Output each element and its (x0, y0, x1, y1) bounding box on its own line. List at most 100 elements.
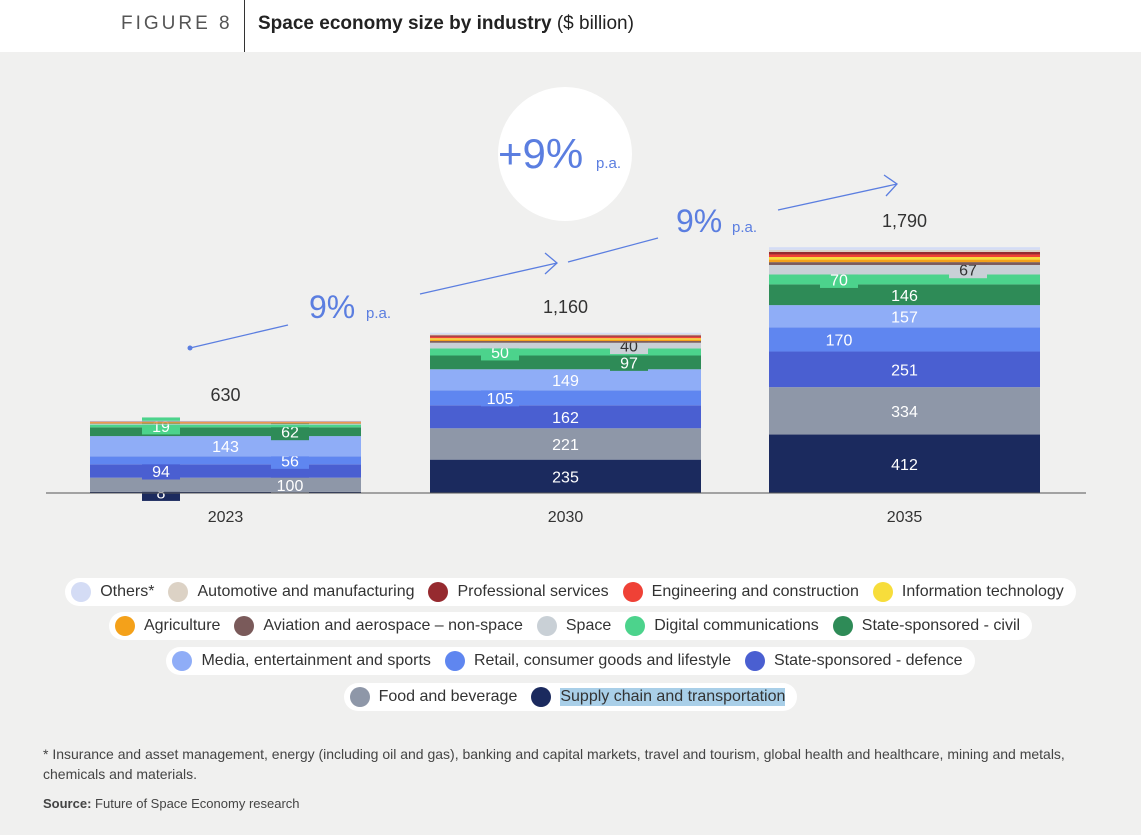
legend-swatch-automotive (168, 582, 189, 602)
bar-segment-agriculture-2030 (430, 339, 701, 342)
legend-row-4: Food and beverage Supply chain and transp… (0, 683, 1141, 711)
bar-segment-professional-2030 (430, 335, 701, 337)
legend-label-supply_chain: Supply chain and transportation (560, 688, 786, 706)
value-badge-civil-2030 (610, 353, 648, 371)
bar-segment-retail-2023 (90, 456, 361, 465)
legend-swatch-defence (744, 651, 765, 671)
legend-item-supply_chain: Supply chain and transportation (531, 687, 786, 707)
bar-segment-others-2035 (769, 247, 1040, 250)
legend-box: Food and beverage Supply chain and transp… (343, 683, 798, 711)
growth-badge-suffix: p.a. (596, 155, 621, 172)
bar-segment-others-2023 (90, 420, 361, 422)
source-line: Source: Future of Space Economy research (43, 796, 300, 811)
bar-segment-media-2023 (90, 436, 361, 457)
source-label: Source: (43, 796, 92, 811)
data-label-civil-2023: 62 (281, 425, 299, 442)
data-label-supply_chain-2030: 235 (552, 469, 579, 486)
bar-segment-civil-2035 (769, 284, 1040, 306)
legend-swatch-professional (428, 582, 449, 602)
legend-label-others: Others* (100, 583, 155, 600)
data-label-food-2035: 334 (891, 404, 918, 421)
growth-arrow-1a (189, 324, 289, 349)
data-label-defence-2035: 251 (891, 362, 918, 379)
legend-label-retail: Retail, consumer goods and lifestyle (473, 652, 731, 669)
data-label-supply_chain-2023: 8 (157, 485, 166, 502)
growth-label-2-suffix: p.a. (732, 219, 757, 236)
legend-box: Agriculture Aviation and aerospace – non-… (108, 612, 1033, 640)
value-badge-digital-2035 (820, 270, 858, 288)
legend-label-aviation: Aviation and aerospace – non-space (263, 617, 523, 634)
bars-group: 8 100945614362196302023235221162105149975… (90, 211, 1040, 526)
data-label-space-2035: 67 (959, 263, 977, 280)
bar-segment-engineering-2030 (430, 336, 701, 339)
bar-segment-defence-2023 (90, 464, 361, 478)
value-badge-food-2023 (271, 476, 309, 494)
legend-item-defence: State-sponsored - defence (744, 651, 963, 671)
data-label-retail-2030: 105 (487, 391, 514, 408)
legend-swatch-it (872, 582, 893, 602)
value-badge-space-2035 (949, 261, 987, 279)
legend-box: Media, entertainment and sports Retail, c… (166, 647, 975, 675)
legend-swatch-others (71, 582, 92, 602)
growth-label-1-suffix: p.a. (366, 305, 391, 322)
legend-label-digital: Digital communications (654, 617, 819, 634)
growth-label-1-value: 9% (309, 289, 355, 325)
legend-item-space: Space (536, 616, 611, 636)
legend-swatch-civil (832, 616, 853, 636)
growth-badge-value: +9% (498, 130, 583, 177)
bar-segment-food-2030 (430, 428, 701, 460)
footnote: * Insurance and asset management, energy… (43, 746, 1065, 782)
value-badge-retail-2030 (481, 389, 519, 407)
growth-arrow-2a (567, 237, 659, 263)
bar-segment-others-2030 (430, 332, 701, 335)
bar-segment-automotive-2035 (769, 249, 1040, 252)
legend-swatch-aviation (234, 616, 255, 636)
bar-segment-digital-2023 (90, 424, 361, 428)
legend-row-3: Media, entertainment and sports Retail, c… (0, 647, 1141, 675)
data-label-defence-2023: 94 (152, 464, 170, 481)
total-label-2023: 630 (210, 385, 240, 405)
total-label-2035: 1,790 (882, 211, 927, 231)
legend-item-media: Media, entertainment and sports (172, 651, 431, 671)
legend-label-agriculture: Agriculture (143, 617, 221, 634)
source-text: Future of Space Economy research (95, 796, 300, 811)
bar-segment-aviation-2035 (769, 262, 1040, 265)
growth-arrow-1b (419, 262, 558, 295)
category-label-2030: 2030 (548, 509, 584, 526)
growth-arrow-1-head (544, 252, 558, 275)
legend-swatch-space (536, 616, 557, 636)
bar-segment-digital-2035 (769, 274, 1040, 285)
legend-box: Others* Automotive and manufacturing Profe… (65, 578, 1076, 606)
data-label-media-2035: 157 (891, 309, 918, 326)
legend-row-2: Agriculture Aviation and aerospace – non-… (0, 612, 1141, 640)
data-label-media-2030: 149 (552, 373, 579, 390)
value-badge-retail-2035 (820, 330, 858, 348)
figure-title-bold: Space economy size by industry (258, 13, 552, 34)
data-label-food-2023: 100 (277, 478, 304, 495)
legend-swatch-food (349, 687, 370, 707)
legend-label-media: Media, entertainment and sports (201, 652, 431, 669)
legend-item-digital: Digital communications (625, 616, 819, 636)
bar-segment-retail-2030 (430, 390, 701, 406)
legend-swatch-agriculture (114, 616, 135, 636)
bar-segment-media-2030 (430, 369, 701, 391)
bar-segment-civil-2023 (90, 427, 361, 437)
bar-segment-food-2035 (769, 387, 1040, 435)
category-label-2023: 2023 (208, 509, 244, 526)
legend-item-retail: Retail, consumer goods and lifestyle (444, 651, 731, 671)
legend-label-automotive: Automotive and manufacturing (197, 583, 415, 600)
legend-item-others: Others* (71, 582, 154, 602)
data-label-retail-2035: 170 (826, 332, 853, 349)
bar-segment-food-2023 (90, 477, 361, 492)
growth-arrow-2b (777, 183, 898, 211)
bar-segment-aviation-2030 (430, 341, 701, 343)
bar-segment-engineering-2035 (769, 254, 1040, 258)
legend-swatch-media (172, 651, 193, 671)
data-label-retail-2023: 56 (281, 453, 299, 470)
bar-segment-professional-2035 (769, 251, 1040, 255)
bar-segment-automotive-2030 (430, 334, 701, 336)
legend-label-it: Information technology (901, 583, 1064, 600)
bar-segment-space-2023 (90, 423, 361, 425)
legend-swatch-supply_chain (531, 687, 552, 707)
